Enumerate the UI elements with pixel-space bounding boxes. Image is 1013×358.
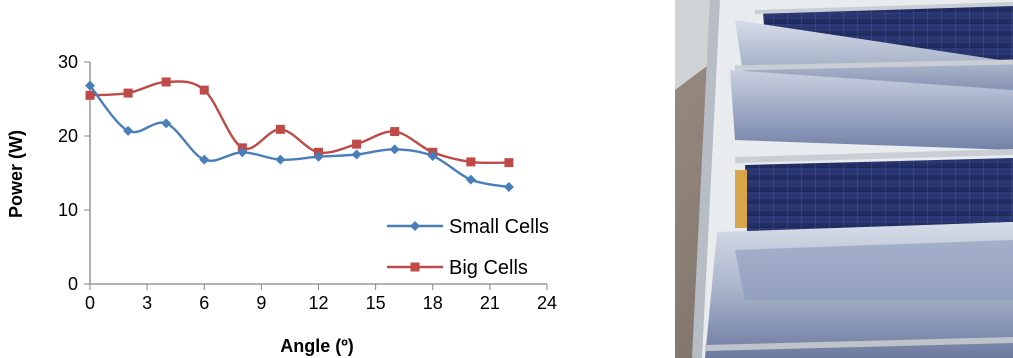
legend-item-small-cells: Small Cells	[387, 216, 549, 238]
x-axis-label: Angle (º)	[280, 336, 354, 356]
series-line-small-cells	[89, 84, 510, 189]
data-point-big-cells	[85, 90, 95, 100]
data-point-big-cells	[390, 127, 400, 137]
x-tick-label: 3	[142, 293, 152, 313]
data-point-small-cells	[161, 118, 172, 129]
series-big-cells	[85, 77, 514, 168]
data-point-big-cells	[199, 85, 209, 95]
solar-panel-photo	[675, 0, 1013, 358]
x-tick-label: 18	[423, 293, 443, 313]
legend-label-small-cells: Small Cells	[449, 216, 549, 238]
data-point-big-cells	[504, 158, 514, 168]
data-point-big-cells	[466, 157, 476, 167]
power-angle-chart: 0 3 6 9 12 15 18 21 24 0 10 20 30 Small Cells Big Cel…	[6, 52, 557, 356]
data-point-small-cells	[85, 80, 95, 91]
y-tick-label: 30	[58, 52, 78, 72]
data-point-small-cells	[503, 182, 514, 193]
y-axis-label: Power (W)	[6, 130, 26, 218]
data-point-small-cells	[389, 144, 400, 155]
data-point-small-cells	[427, 150, 438, 161]
x-tick-label: 12	[308, 293, 328, 313]
data-point-big-cells	[123, 88, 133, 98]
data-point-small-cells	[313, 151, 324, 162]
data-point-big-cells	[161, 77, 171, 87]
data-point-small-cells	[275, 154, 286, 165]
x-tick-label: 0	[85, 293, 95, 313]
x-tick-label: 21	[480, 293, 500, 313]
data-point-small-cells	[237, 147, 248, 158]
legend-marker-big-cells	[410, 262, 420, 272]
data-point-small-cells	[351, 149, 362, 160]
data-point-big-cells	[352, 139, 362, 149]
legend-item-big-cells: Big Cells	[387, 257, 528, 279]
legend-marker-small-cells	[410, 221, 420, 231]
x-tick-label: 6	[199, 293, 209, 313]
legend-label-big-cells: Big Cells	[449, 257, 528, 279]
x-tick-label: 15	[366, 293, 386, 313]
axes-layer: 0 3 6 9 12 15 18 21 24 0 10 20 30	[58, 52, 557, 313]
x-tick-label: 9	[256, 293, 266, 313]
data-point-big-cells	[275, 124, 285, 134]
legend: Small Cells Big Cells	[387, 216, 549, 279]
data-point-small-cells	[123, 125, 134, 136]
solar-panel-image	[675, 0, 1013, 358]
y-tick-label: 10	[58, 200, 78, 220]
series-layer	[85, 77, 514, 193]
y-tick-label: 0	[68, 274, 78, 294]
data-point-small-cells	[199, 154, 210, 165]
chart-svg: 0 3 6 9 12 15 18 21 24 0 10 20 30 Small Cells Big Cel…	[6, 52, 557, 356]
x-tick-label: 24	[537, 293, 557, 313]
series-line-big-cells	[89, 80, 509, 165]
data-point-small-cells	[465, 174, 476, 185]
y-tick-label: 20	[58, 126, 78, 146]
series-small-cells	[85, 80, 514, 193]
